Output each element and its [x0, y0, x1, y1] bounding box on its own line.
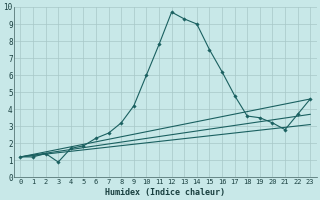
X-axis label: Humidex (Indice chaleur): Humidex (Indice chaleur)	[105, 188, 225, 197]
